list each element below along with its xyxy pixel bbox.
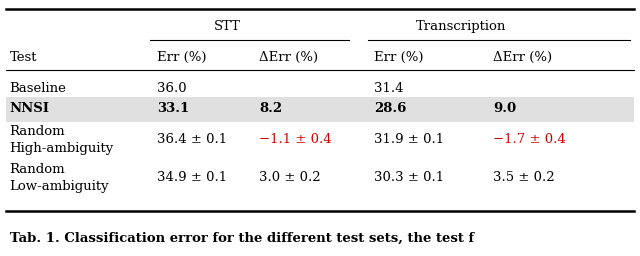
Text: 3.0 ± 0.2: 3.0 ± 0.2 <box>259 172 321 184</box>
Text: ΔErr (%): ΔErr (%) <box>493 51 552 64</box>
Text: Test: Test <box>10 51 37 64</box>
Text: 28.6: 28.6 <box>374 102 407 115</box>
Text: 3.5 ± 0.2: 3.5 ± 0.2 <box>493 172 554 184</box>
Text: 36.4 ± 0.1: 36.4 ± 0.1 <box>157 133 227 146</box>
Text: STT: STT <box>214 20 241 33</box>
Text: 31.4: 31.4 <box>374 82 404 95</box>
Text: 34.9 ± 0.1: 34.9 ± 0.1 <box>157 172 227 184</box>
Text: −1.7 ± 0.4: −1.7 ± 0.4 <box>493 133 566 146</box>
Text: NNSI: NNSI <box>10 102 50 115</box>
Text: Baseline: Baseline <box>10 82 67 95</box>
Text: 36.0: 36.0 <box>157 82 186 95</box>
Text: 30.3 ± 0.1: 30.3 ± 0.1 <box>374 172 445 184</box>
Bar <box>6 97 634 122</box>
Text: −1.1 ± 0.4: −1.1 ± 0.4 <box>259 133 332 146</box>
Text: 33.1: 33.1 <box>157 102 189 115</box>
Text: 9.0: 9.0 <box>493 102 516 115</box>
Text: Random
Low-ambiguity: Random Low-ambiguity <box>10 163 109 193</box>
Text: Tab. 1. Classification error for the different test sets, the test f: Tab. 1. Classification error for the dif… <box>10 232 474 244</box>
Text: Transcription: Transcription <box>415 20 506 33</box>
Text: Err (%): Err (%) <box>374 51 424 64</box>
Text: 31.9 ± 0.1: 31.9 ± 0.1 <box>374 133 445 146</box>
Text: Random
High-ambiguity: Random High-ambiguity <box>10 124 114 155</box>
Text: Err (%): Err (%) <box>157 51 206 64</box>
Text: 8.2: 8.2 <box>259 102 282 115</box>
Text: ΔErr (%): ΔErr (%) <box>259 51 318 64</box>
